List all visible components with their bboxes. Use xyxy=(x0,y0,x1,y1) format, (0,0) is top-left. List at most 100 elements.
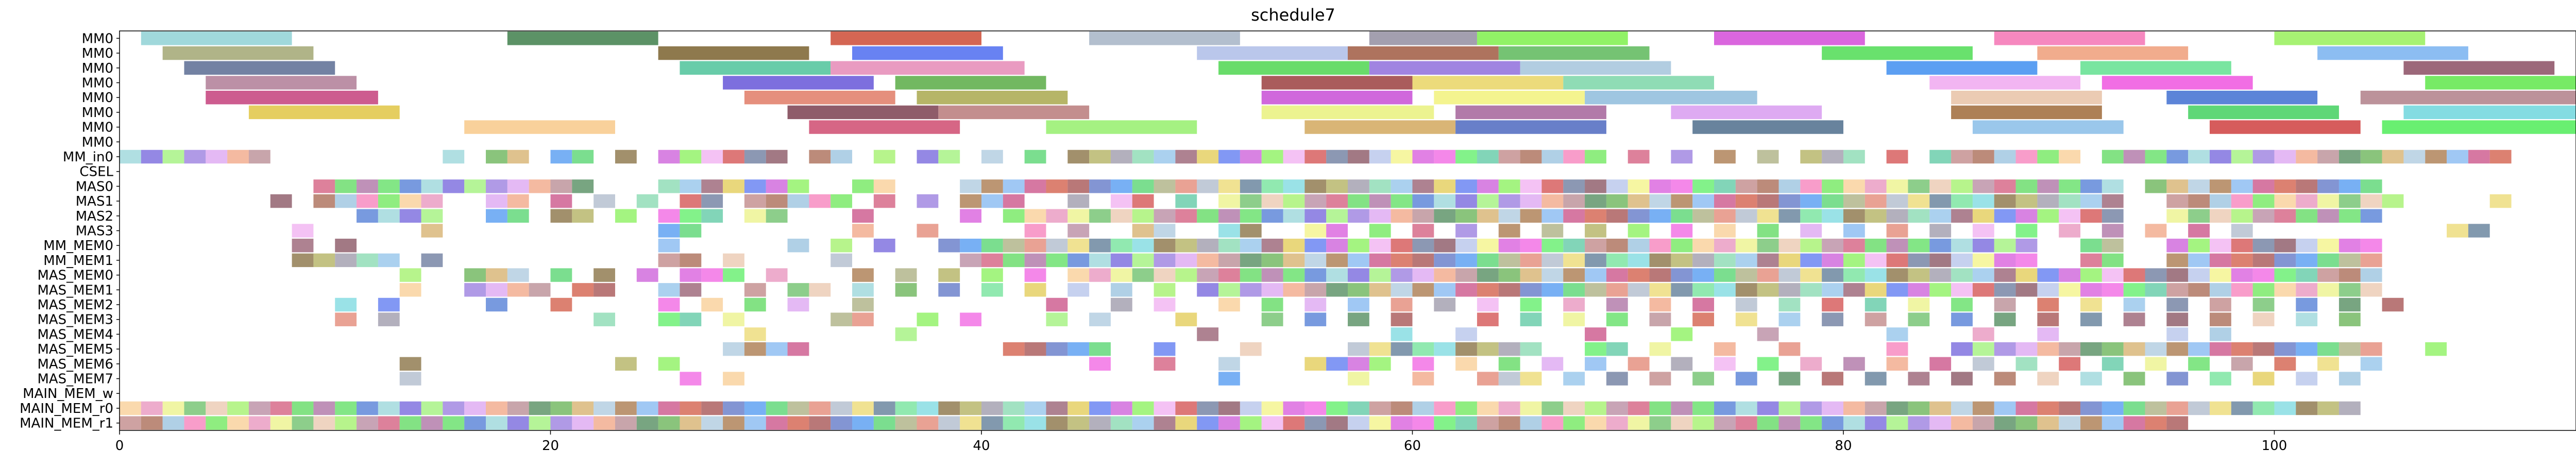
task-bar xyxy=(960,416,981,430)
task-bar xyxy=(766,179,788,193)
task-bar xyxy=(1628,209,1650,223)
task-bar xyxy=(1434,209,1456,223)
task-bar xyxy=(486,194,507,208)
task-bar xyxy=(1175,416,1197,430)
task-bar xyxy=(335,253,357,268)
task-bar xyxy=(1110,268,1132,282)
task-bar xyxy=(594,312,615,326)
task-bar xyxy=(1218,268,1240,282)
task-bar xyxy=(1434,297,1456,312)
y-tick-label: MAS1 xyxy=(76,194,113,209)
task-bar xyxy=(1326,416,1348,430)
task-bar xyxy=(1498,194,1520,208)
task-bar xyxy=(1283,401,1305,415)
task-bar xyxy=(787,194,809,208)
task-bar xyxy=(2015,342,2038,356)
task-bar xyxy=(938,239,960,253)
task-bar xyxy=(1024,224,1046,238)
task-bar xyxy=(1477,209,1499,223)
task-bar xyxy=(399,268,421,282)
task-bar xyxy=(2338,268,2361,282)
task-bar xyxy=(1067,209,1090,223)
task-bar xyxy=(1778,268,1801,282)
task-bar xyxy=(852,46,1003,60)
task-bar xyxy=(1929,149,1952,164)
task-bar xyxy=(1929,224,1952,238)
task-bar xyxy=(809,120,960,134)
task-bar xyxy=(744,401,766,415)
task-bar xyxy=(1951,401,1973,415)
task-bar xyxy=(594,401,615,415)
task-bar xyxy=(1434,149,1456,164)
task-bar xyxy=(486,416,507,430)
task-bar xyxy=(550,149,572,164)
task-bar xyxy=(658,283,680,297)
task-bar xyxy=(2360,342,2382,356)
task-bar xyxy=(1843,401,1865,415)
task-bar xyxy=(636,401,658,415)
task-bar xyxy=(1649,312,1671,326)
task-bar xyxy=(1197,209,1219,223)
task-bar xyxy=(507,209,529,223)
task-bar xyxy=(2252,401,2275,415)
task-bar xyxy=(1412,357,1434,371)
task-bar xyxy=(1671,253,1693,268)
task-bar xyxy=(917,416,939,430)
task-bar xyxy=(1886,149,1908,164)
task-bar xyxy=(572,416,594,430)
task-bar xyxy=(723,149,744,164)
task-bar xyxy=(680,224,702,238)
task-bar xyxy=(1369,224,1391,238)
task-bar xyxy=(486,179,507,193)
task-bar xyxy=(2209,342,2231,356)
task-bar xyxy=(1735,194,1757,208)
task-bar xyxy=(1972,224,1994,238)
task-bar xyxy=(1994,239,2016,253)
task-bar xyxy=(2015,149,2038,164)
task-bar xyxy=(421,224,443,238)
task-bar xyxy=(1649,209,1671,223)
task-bar xyxy=(2145,401,2167,415)
task-bar xyxy=(2296,283,2318,297)
task-bar xyxy=(1197,46,1348,60)
task-bar xyxy=(960,401,981,415)
task-bar xyxy=(1261,76,1413,90)
task-bar xyxy=(399,401,421,415)
task-bar xyxy=(378,401,400,415)
task-bar xyxy=(594,416,615,430)
task-bar xyxy=(1649,297,1671,312)
task-bar xyxy=(1541,416,1564,430)
task-bar xyxy=(917,401,939,415)
task-bar xyxy=(1951,90,2102,105)
task-bar xyxy=(787,283,809,297)
task-bar xyxy=(2209,312,2231,326)
task-bar xyxy=(1714,342,1736,356)
task-bar xyxy=(1369,194,1391,208)
task-bar xyxy=(2252,253,2275,268)
task-bar xyxy=(1908,194,1930,208)
task-bar xyxy=(1154,253,1176,268)
task-bar xyxy=(292,253,314,268)
task-bar xyxy=(1391,149,1413,164)
task-bar xyxy=(787,342,809,356)
task-bar xyxy=(1348,416,1369,430)
task-bar xyxy=(2037,283,2059,297)
task-bar xyxy=(2166,416,2189,430)
task-bar xyxy=(1326,401,1348,415)
task-bar xyxy=(1778,416,1801,430)
task-bar xyxy=(1003,401,1025,415)
task-bar xyxy=(335,194,357,208)
task-bar xyxy=(248,416,270,430)
task-bar xyxy=(873,401,895,415)
task-bar xyxy=(981,239,1003,253)
task-bar xyxy=(1412,149,1434,164)
task-bar xyxy=(938,105,1090,120)
task-bar xyxy=(1800,283,1822,297)
task-bar xyxy=(1628,253,1650,268)
task-bar xyxy=(1369,209,1391,223)
task-bar xyxy=(1218,357,1240,371)
task-bar xyxy=(1348,209,1369,223)
task-bar xyxy=(1369,179,1391,193)
task-bar xyxy=(2252,239,2275,253)
task-bar xyxy=(809,194,831,208)
